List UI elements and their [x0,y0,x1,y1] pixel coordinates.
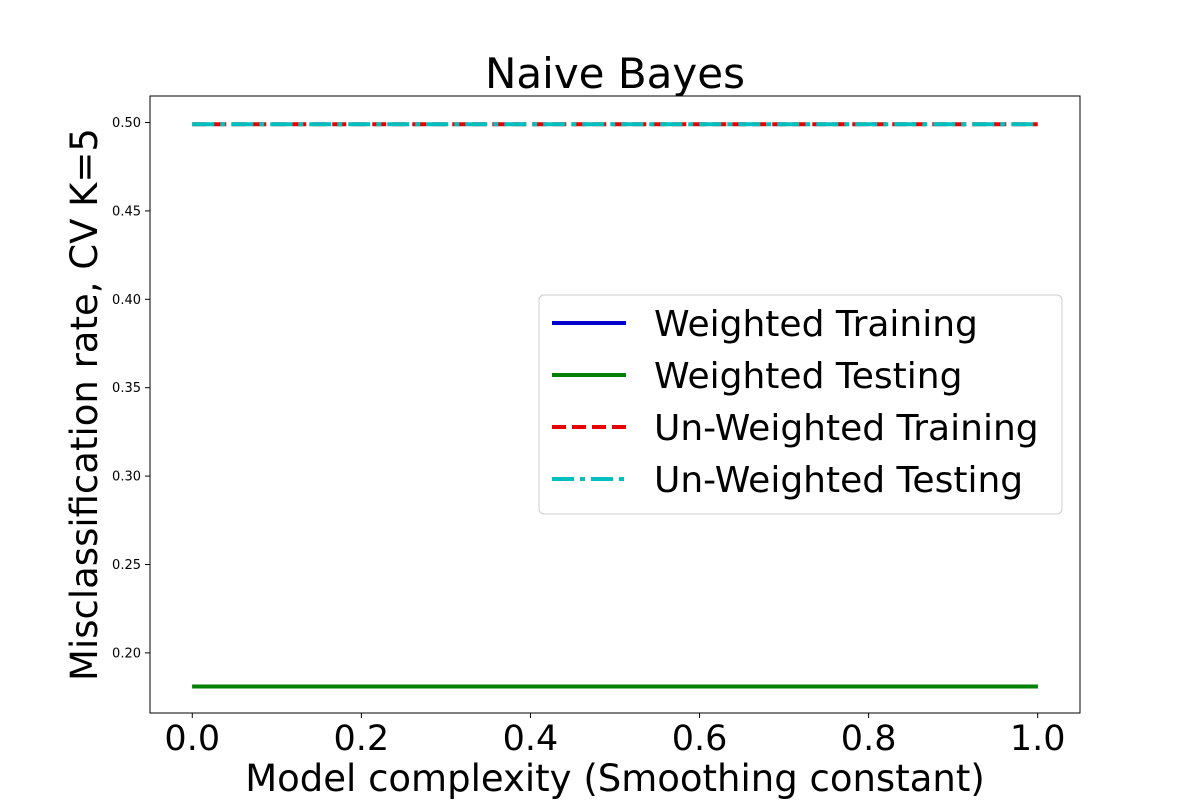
chart-title: Naive Bayes [485,49,745,98]
y-tick-label: 0.45 [112,204,141,219]
legend-label: Un-Weighted Training [654,408,1039,449]
x-axis-label: Model complexity (Smoothing constant) [245,757,985,800]
x-tick-label: 0.0 [164,719,220,759]
axes-frame [149,95,1081,714]
y-axis-label: Misclassification rate, CV K=5 [63,128,106,681]
y-tick-label: 0.30 [112,470,141,485]
legend-label: Weighted Training [654,304,978,345]
x-tick-label: 1.0 [1010,719,1066,759]
legend-label: Un-Weighted Testing [654,460,1023,501]
y-tick-label: 0.25 [112,558,141,573]
legend: Weighted Training Weighted Testing Un-Weig… [538,294,1063,515]
y-tick-label: 0.20 [112,646,141,661]
x-tick-label: 0.4 [503,719,559,759]
y-tick-label: 0.35 [112,381,141,396]
x-tick-label: 0.6 [672,719,728,759]
plot-area [192,122,1038,689]
legend-box [538,294,1063,515]
y-tick-label: 0.40 [112,293,141,308]
x-tick-label: 0.2 [334,719,390,759]
y-axis: 0.20 0.25 0.30 0.35 0.40 0.45 0.50 [112,116,150,661]
x-axis: 0.0 0.2 0.4 0.6 0.8 1.0 [164,713,1066,759]
legend-label: Weighted Testing [654,356,962,397]
x-tick-label: 0.8 [841,719,897,759]
y-tick-label: 0.50 [112,116,141,131]
